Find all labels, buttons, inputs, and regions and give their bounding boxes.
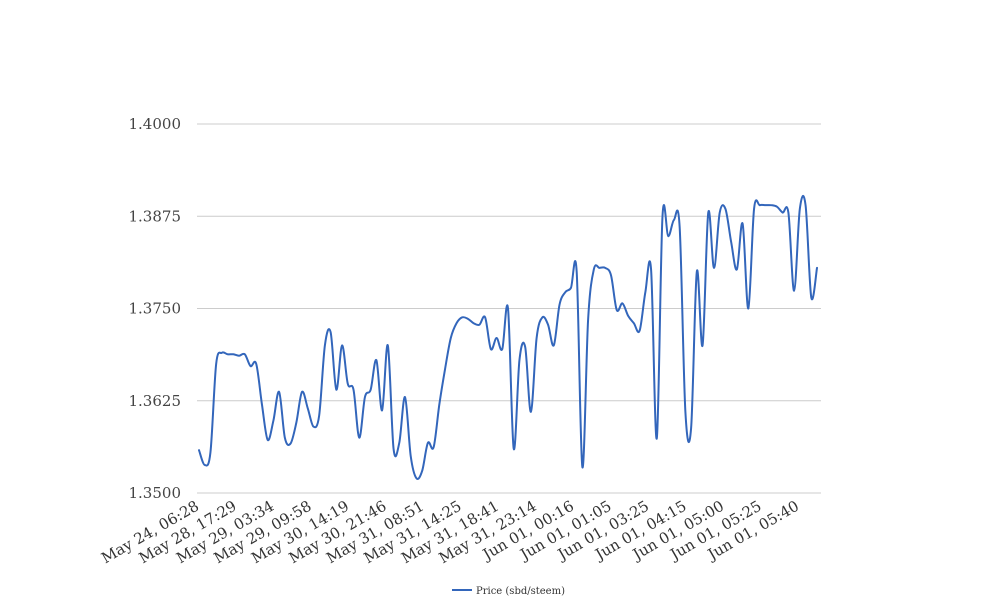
y-axis-ticks: 1.3500 1.3625 1.3750 1.3875 1.4000 [129, 115, 182, 502]
y-tick-label: 1.3750 [129, 300, 182, 318]
y-tick-label: 1.3500 [129, 484, 182, 502]
y-tick-label: 1.3875 [129, 207, 182, 225]
y-tick-label: 1.4000 [129, 115, 182, 133]
legend: Price (sbd/steem) [452, 586, 565, 597]
series-line-price [198, 195, 818, 480]
y-tick-label: 1.3625 [129, 392, 182, 410]
legend-label-price: Price (sbd/steem) [476, 586, 565, 597]
